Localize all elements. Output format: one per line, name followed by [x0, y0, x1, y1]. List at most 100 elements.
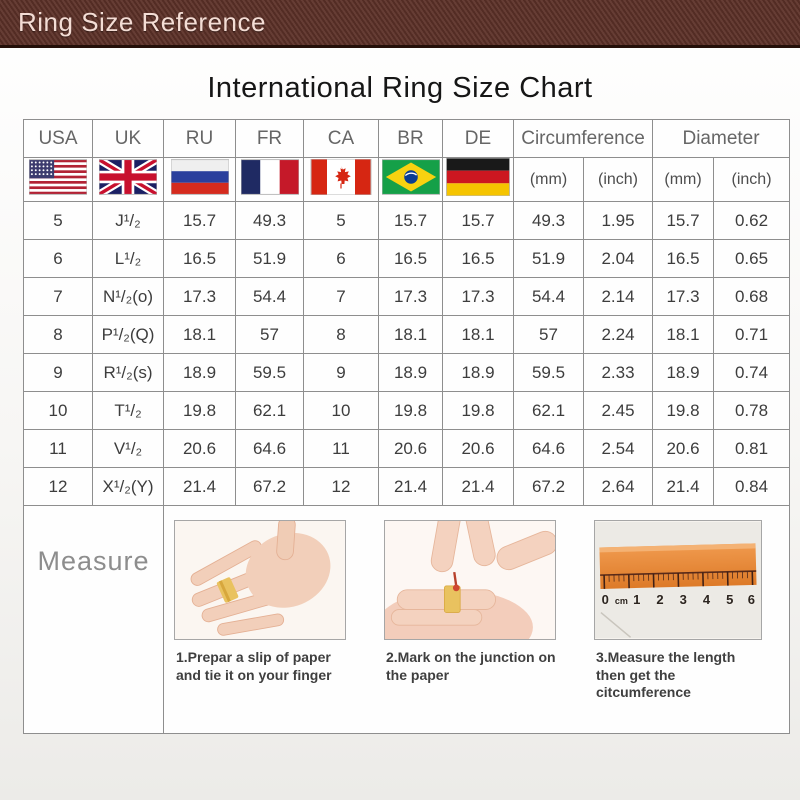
cell-ru: 20.6 — [163, 429, 236, 468]
column-header-circumference: Circumference — [512, 119, 654, 158]
uk-flag-cell — [92, 157, 164, 202]
cell-diameter-mm: 19.8 — [652, 391, 715, 430]
cell-fr: 57 — [235, 315, 304, 354]
ring-size-table: USA UK RU FR CA BR DE Circumference Diam… — [23, 119, 791, 734]
ruler-scale: 0 cm 1 2 3 4 5 6 — [595, 592, 761, 612]
cell-circumference-mm: 49.3 — [513, 201, 584, 240]
cell-ca: 11 — [303, 429, 379, 468]
measure-step-1-caption: 1.Prepar a slip of paper and tie it on y… — [176, 649, 332, 683]
cell-diameter-inch: 0.65 — [713, 239, 791, 278]
cell-uk: R¹/₂(s) — [92, 353, 164, 392]
cell-diameter-inch: 0.71 — [713, 315, 791, 354]
ruler-measuring-photo: 0 cm 1 2 3 4 5 6 — [594, 520, 762, 640]
cell-de: 21.4 — [442, 467, 514, 506]
cell-circumference-inch: 1.95 — [582, 201, 654, 240]
canada-flag-cell — [303, 157, 379, 202]
cell-usa: 6 — [23, 239, 93, 278]
russia-flag-icon — [170, 159, 229, 195]
cell-usa: 11 — [23, 429, 93, 468]
cell-circumference-mm: 59.5 — [513, 353, 584, 392]
cell-diameter-mm: 18.9 — [652, 353, 715, 392]
measure-step-2-caption: 2.Mark on the junction on the paper — [386, 649, 556, 683]
measure-step-1: 1.Prepar a slip of paper and tie it on y… — [174, 520, 346, 684]
measure-steps: 1.Prepar a slip of paper and tie it on y… — [165, 507, 789, 702]
page-title: International Ring Size Chart — [207, 72, 593, 104]
cell-uk: P¹/₂(Q) — [92, 315, 164, 354]
cell-ca: 5 — [303, 201, 379, 240]
cell-circumference-inch: 2.14 — [582, 277, 654, 316]
cell-usa: 10 — [23, 391, 93, 430]
measure-step-3: 0 cm 1 2 3 4 5 6 3.Measure the length th… — [594, 520, 766, 702]
usa-flag-cell — [23, 157, 93, 202]
cell-circumference-inch: 2.54 — [582, 429, 654, 468]
cell-de: 17.3 — [442, 277, 514, 316]
size-row: 10 T¹/₂ 19.8 62.1 10 19.8 19.8 62.1 2.45 19.8 0.78 — [23, 391, 791, 430]
france-flag-cell — [235, 157, 304, 202]
ruler-number: 6 — [747, 591, 755, 607]
cell-circumference-inch: 2.33 — [582, 353, 654, 392]
cell-circumference-mm: 54.4 — [513, 277, 584, 316]
ruler-number: 2 — [656, 591, 664, 607]
cell-fr: 49.3 — [235, 201, 304, 240]
cell-fr: 62.1 — [235, 391, 304, 430]
brazil-flag-icon — [381, 159, 440, 197]
cell-ca: 10 — [303, 391, 379, 430]
cell-diameter-inch: 0.68 — [713, 277, 791, 316]
uk-flag-icon — [99, 159, 157, 195]
cell-ca: 7 — [303, 277, 379, 316]
ruler-number: 5 — [726, 591, 734, 607]
measure-row: Measure — [23, 505, 791, 734]
cell-usa: 5 — [23, 201, 93, 240]
column-header-uk: UK — [92, 119, 164, 158]
size-table-body: 5 J¹/₂ 15.7 49.3 5 15.7 15.7 49.3 1.95 15.7 0.62 6 L… — [23, 201, 791, 506]
size-row: 11 V¹/₂ 20.6 64.6 11 20.6 20.6 64.6 2.54 20.6 0.81 — [23, 429, 791, 468]
cell-de: 18.9 — [442, 353, 514, 392]
cell-diameter-inch: 0.84 — [713, 467, 791, 506]
cell-ru: 18.1 — [163, 315, 236, 354]
cell-uk: T¹/₂ — [92, 391, 164, 430]
germany-flag-cell — [442, 157, 514, 202]
cell-ca: 8 — [303, 315, 379, 354]
cell-ru: 18.9 — [163, 353, 236, 392]
cell-circumference-mm: 62.1 — [513, 391, 584, 430]
measure-step-3-caption: 3.Measure the length then get the citcum… — [596, 649, 736, 700]
cell-uk: X¹/₂(Y) — [92, 467, 164, 506]
cell-ru: 21.4 — [163, 467, 236, 506]
mark-junction-photo — [384, 520, 556, 640]
cell-diameter-mm: 15.7 — [652, 201, 715, 240]
unit-diameter-inch: (inch) — [713, 157, 791, 202]
cell-ru: 17.3 — [163, 277, 236, 316]
size-row: 7 N¹/₂(o) 17.3 54.4 7 17.3 17.3 54.4 2.14 17.3 0.6… — [23, 277, 791, 316]
cell-diameter-inch: 0.74 — [713, 353, 791, 392]
column-header-diameter: Diameter — [652, 119, 791, 158]
cell-fr: 59.5 — [235, 353, 304, 392]
size-row: 12 X¹/₂(Y) 21.4 67.2 12 21.4 21.4 67.2 2.64 21.4 0… — [23, 467, 791, 506]
cell-diameter-mm: 17.3 — [652, 277, 715, 316]
russia-flag-cell — [163, 157, 236, 202]
size-row: 6 L¹/₂ 16.5 51.9 6 16.5 16.5 51.9 2.04 16.5 0.65 — [23, 239, 791, 278]
size-row: 9 R¹/₂(s) 18.9 59.5 9 18.9 18.9 59.5 2.33 18.9 0.7… — [23, 353, 791, 392]
cell-diameter-mm: 16.5 — [652, 239, 715, 278]
cell-br: 18.9 — [378, 353, 443, 392]
ruler-number: 4 — [702, 591, 711, 607]
size-row: 8 P¹/₂(Q) 18.1 57 8 18.1 18.1 57 2.24 18.1 0.71 — [23, 315, 791, 354]
unit-circumference-mm: (mm) — [513, 157, 584, 202]
cell-uk: N¹/₂(o) — [92, 277, 164, 316]
unit-diameter-mm: (mm) — [652, 157, 715, 202]
cell-usa: 12 — [23, 467, 93, 506]
column-header-ru: RU — [163, 119, 236, 158]
cell-usa: 9 — [23, 353, 93, 392]
cell-br: 15.7 — [378, 201, 443, 240]
size-row: 5 J¹/₂ 15.7 49.3 5 15.7 15.7 49.3 1.95 15.7 0.62 — [23, 201, 791, 240]
cell-uk: V¹/₂ — [92, 429, 164, 468]
title-bar: Ring Size Reference — [0, 0, 800, 48]
cell-circumference-mm: 64.6 — [513, 429, 584, 468]
canada-flag-icon — [310, 159, 372, 195]
column-header-usa: USA — [23, 119, 93, 158]
cell-ca: 6 — [303, 239, 379, 278]
france-flag-icon — [240, 159, 299, 195]
cell-br: 17.3 — [378, 277, 443, 316]
cell-circumference-mm: 57 — [513, 315, 584, 354]
column-header-ca: CA — [303, 119, 379, 158]
cell-de: 19.8 — [442, 391, 514, 430]
